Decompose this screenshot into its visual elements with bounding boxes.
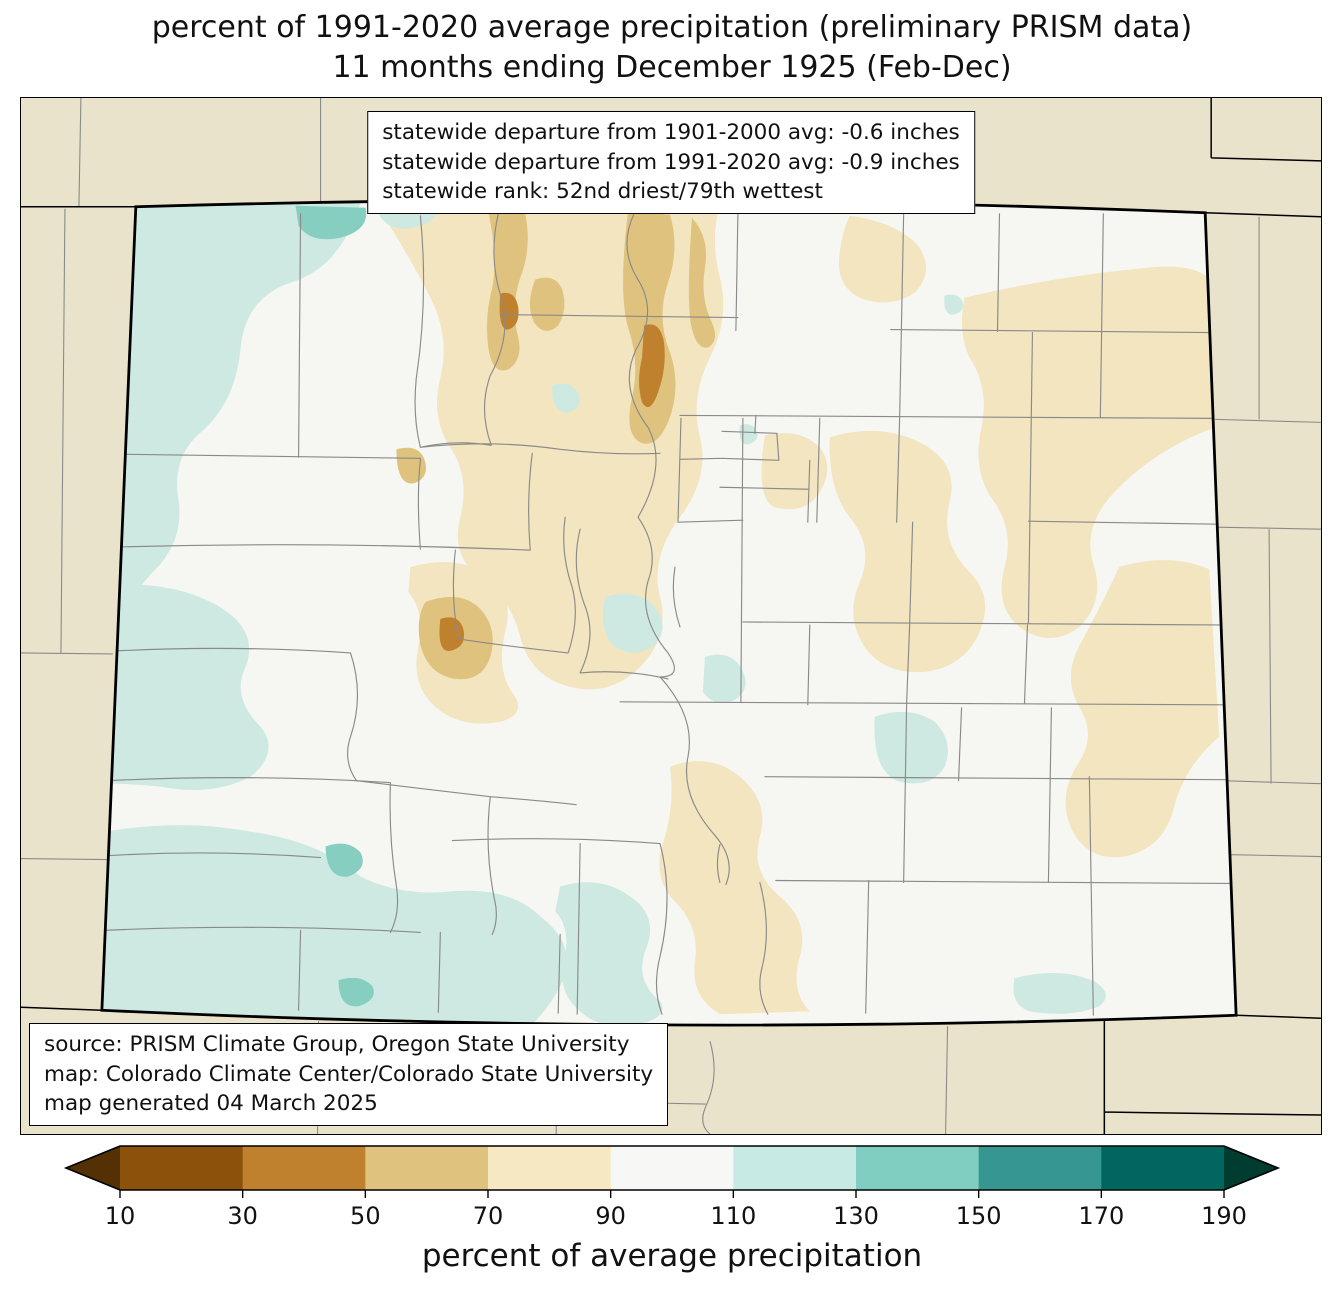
state-interior [101, 200, 1237, 1026]
colorbar-segment [733, 1146, 857, 1190]
colorbar-tick-label: 150 [955, 1202, 1002, 1230]
colorbar-svg [63, 1145, 1281, 1198]
state-fill [101, 200, 1237, 1026]
statewide-stats-box: statewide departure from 1901-2000 avg: … [367, 111, 975, 214]
source-box: source: PRISM Climate Group, Oregon Stat… [29, 1023, 669, 1126]
source-line-2: map: Colorado Climate Center/Colorado St… [44, 1061, 654, 1087]
colorbar-outline [63, 1145, 1281, 1191]
colorbar-segment [978, 1146, 1102, 1190]
stats-line-2: statewide departure from 1991-2020 avg: … [382, 149, 960, 175]
colorbar-arrow [1224, 1146, 1278, 1190]
colorbar-arrow [66, 1146, 120, 1190]
precip-regions-wet [101, 200, 1106, 1026]
colorbar-segment [1101, 1146, 1225, 1190]
stats-line-1: statewide departure from 1901-2000 avg: … [382, 120, 960, 145]
colorbar-tick-label: 30 [227, 1202, 258, 1230]
source-line-1: source: PRISM Climate Group, Oregon Stat… [44, 1032, 630, 1058]
colorbar-segment [120, 1146, 244, 1190]
colorbar-tick-label: 170 [1078, 1202, 1125, 1230]
map-area: statewide departure from 1901-2000 avg: … [20, 97, 1322, 1135]
colorbar-segment [488, 1146, 612, 1190]
stats-line-3: statewide rank: 52nd driest/79th wettest [382, 179, 823, 205]
colorbar-tick-label: 190 [1201, 1202, 1247, 1230]
colorbar-segment [856, 1146, 980, 1190]
colorbar-tick-label: 130 [833, 1202, 879, 1230]
colorbar-segment [610, 1146, 734, 1190]
colorbar-tick-labels: 10 30 50 70 90 110 130 150 170 190 [66, 1202, 1278, 1232]
colorbar-tick-label: 10 [104, 1202, 136, 1230]
colorbar-tick-label: 90 [595, 1202, 626, 1230]
colorado-precip-map [21, 98, 1321, 1134]
figure-title: percent of 1991-2020 average precipitati… [0, 8, 1344, 88]
county-boundaries [102, 213, 1230, 1016]
source-line-3: map generated 04 March 2025 [44, 1091, 378, 1117]
colorbar-tick-label: 110 [710, 1202, 757, 1230]
title-line-1: percent of 1991-2020 average precipitati… [151, 10, 1193, 45]
precip-regions-dry [375, 202, 1220, 1015]
colorbar-tick-label: 50 [350, 1202, 381, 1230]
colorbar-segment [365, 1146, 489, 1190]
colorbar-tick-label: 70 [472, 1202, 504, 1230]
title-line-2: 11 months ending December 1925 (Feb-Dec) [332, 49, 1012, 85]
colorbar-label: percent of average precipitation [421, 1238, 923, 1274]
colorbar-segment [242, 1146, 366, 1190]
